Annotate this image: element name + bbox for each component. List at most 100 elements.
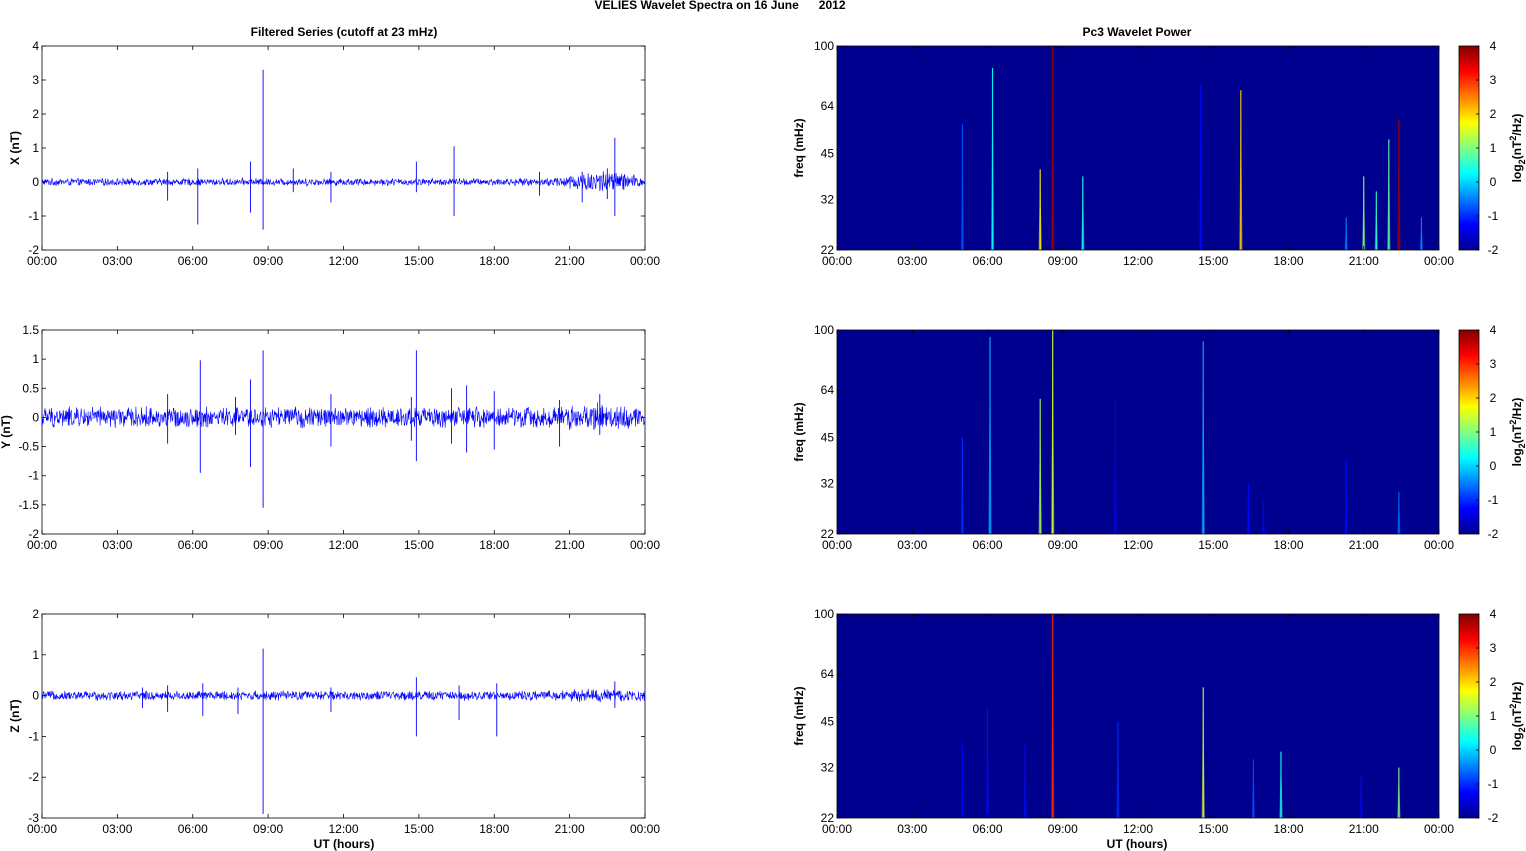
x-tick-label: 03:00 [102, 538, 132, 552]
y-tick-label: 0 [32, 175, 39, 189]
x-tick-label: 21:00 [555, 254, 585, 268]
x-tick-label: 03:00 [102, 822, 132, 836]
x-tick-label: 00:00 [630, 254, 660, 268]
noise-trace [41, 402, 646, 431]
left-column-title: Filtered Series (cutoff at 23 mHz) [251, 25, 438, 39]
colorbar-tick-label: 2 [1490, 675, 1497, 689]
y-tick-label: -1 [28, 469, 39, 483]
colorbar-tick-label: 4 [1490, 607, 1497, 621]
y-tick-label: 45 [821, 431, 835, 445]
x-tick-label: 12:00 [328, 254, 358, 268]
colorbar-tick-label: 0 [1490, 743, 1497, 757]
x-tick-label: 15:00 [404, 254, 434, 268]
panel-filtered-x: 4 3 2 1 0 -1 -2 00:00 03:00 06:00 09:00 12:00 15:00… [8, 39, 660, 268]
right-column-title: Pc3 Wavelet Power [1083, 25, 1192, 39]
x-tick-label: 21:00 [1349, 254, 1379, 268]
colorbar-tick-label: -2 [1488, 243, 1499, 257]
x-tick-label: 00:00 [630, 822, 660, 836]
y-tick-label: -1 [28, 729, 39, 743]
colorbar-axis: 4 3 2 1 0 -1 -2 [1476, 323, 1499, 541]
x-tick-label: 06:00 [178, 254, 208, 268]
colorbar-tick-label: 3 [1490, 357, 1497, 371]
y-tick-label: -0.5 [18, 440, 39, 454]
x-tick-label: 03:00 [102, 254, 132, 268]
x-axis: 00:00 03:00 06:00 09:00 12:00 15:00 18:00 21:00… [27, 614, 660, 836]
trace [41, 350, 646, 508]
x-tick-label: 12:00 [1123, 254, 1153, 268]
x-tick-label: 00:00 [27, 538, 57, 552]
heatmap-streaks [960, 46, 1424, 250]
y-axis: 100 64 45 32 22 [814, 39, 841, 257]
x-tick-label: 18:00 [479, 538, 509, 552]
x-tick-label: 21:00 [1349, 822, 1379, 836]
x-tick-label: 00:00 [1424, 822, 1454, 836]
y-axis-label: X (nT) [8, 131, 22, 165]
plot-area [41, 45, 646, 251]
x-axis: 00:00 03:00 06:00 09:00 12:00 15:00 18:00 21:00… [822, 330, 1454, 552]
x-tick-label: 09:00 [1048, 538, 1078, 552]
y-tick-label: 0 [32, 410, 39, 424]
colorbar-tick-label: 3 [1490, 641, 1497, 655]
y-axis: 2 1 0 -1 -2 -3 [28, 607, 645, 825]
x-axis: 00:00 03:00 06:00 09:00 12:00 15:00 18:00 21:00… [822, 46, 1454, 268]
x-tick-label: 15:00 [404, 822, 434, 836]
x-axis: 00:00 03:00 06:00 09:00 12:00 15:00 18:00 21:00… [27, 46, 660, 268]
panel-filtered-z: 2 1 0 -1 -2 -3 00:00 03:00 06:00 09:00 12:00 15:00… [8, 607, 660, 851]
colorbar-tick-label: -1 [1488, 209, 1499, 223]
y-tick-label: 4 [32, 39, 39, 53]
y-tick-label: -2 [28, 243, 39, 257]
y-axis-label: freq (mHz) [792, 686, 806, 745]
x-tick-label: 00:00 [1424, 538, 1454, 552]
x-tick-label: 09:00 [253, 822, 283, 836]
y-tick-label: 1 [32, 648, 39, 662]
y-axis: 4 3 2 1 0 -1 -2 [28, 39, 645, 257]
x-tick-label: 21:00 [555, 822, 585, 836]
x-tick-label: 21:00 [1349, 538, 1379, 552]
x-tick-label: 18:00 [479, 822, 509, 836]
x-tick-label: 00:00 [27, 254, 57, 268]
y-tick-label: -2 [28, 527, 39, 541]
x-tick-label: 06:00 [972, 822, 1002, 836]
panel-filtered-y: 1.5 1 0.5 0 -0.5 -1 -1.5 -2 00:00 03:00 06:00 09:0… [0, 323, 660, 552]
colorbar-label: log2(nT2/Hz) [1508, 114, 1526, 183]
x-tick-label: 15:00 [1198, 822, 1228, 836]
x-tick-label: 09:00 [253, 254, 283, 268]
x-tick-label: 09:00 [1048, 822, 1078, 836]
colorbar-tick-label: 1 [1490, 425, 1497, 439]
y-tick-label: 100 [814, 323, 834, 337]
colorbar-label: log2(nT2/Hz) [1508, 398, 1526, 467]
y-tick-label: 32 [821, 761, 835, 775]
x-tick-label: 12:00 [1123, 822, 1153, 836]
x-tick-label: 12:00 [328, 822, 358, 836]
x-axis: 00:00 03:00 06:00 09:00 12:00 15:00 18:00 21:00… [822, 614, 1454, 836]
x-tick-label: 15:00 [1198, 538, 1228, 552]
x-tick-label: 12:00 [1123, 538, 1153, 552]
y-tick-label: 1.5 [22, 323, 39, 337]
colorbar-tick-label: 1 [1490, 709, 1497, 723]
x-tick-label: 15:00 [1198, 254, 1228, 268]
y-tick-label: 0 [32, 689, 39, 703]
y-axis-label: freq (mHz) [792, 402, 806, 461]
x-tick-label: 18:00 [1273, 538, 1303, 552]
colorbar-label: log2(nT2/Hz) [1508, 682, 1526, 751]
y-tick-label: 45 [821, 147, 835, 161]
trace [41, 69, 646, 230]
x-tick-label: 06:00 [178, 538, 208, 552]
colorbar-tick-label: 2 [1490, 391, 1497, 405]
y-tick-label: 2 [32, 107, 39, 121]
y-tick-label: 1 [32, 352, 39, 366]
y-tick-label: 2 [32, 607, 39, 621]
heatmap-background [837, 614, 1439, 818]
colorbar-tick-label: -1 [1488, 493, 1499, 507]
x-tick-label: 18:00 [1273, 254, 1303, 268]
y-tick-label: -1.5 [18, 498, 39, 512]
y-tick-label: 1 [32, 141, 39, 155]
x-tick-label: 00:00 [1424, 254, 1454, 268]
x-tick-label: 00:00 [27, 822, 57, 836]
x-tick-label: 21:00 [555, 538, 585, 552]
x-tick-label: 18:00 [479, 254, 509, 268]
x-tick-label: 06:00 [972, 538, 1002, 552]
heatmap-streaks [960, 614, 1401, 818]
trace [41, 648, 646, 814]
